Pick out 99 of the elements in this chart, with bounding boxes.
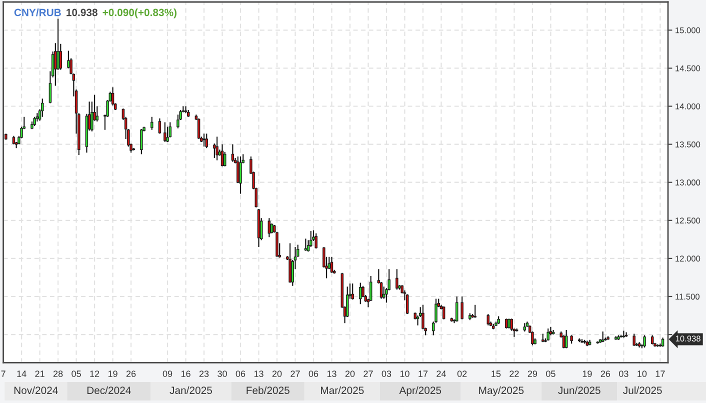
text: Apr/2025 [399, 386, 442, 396]
x-tick-label: 03 [619, 370, 628, 377]
x-tick-label: 28 [53, 370, 63, 377]
x-tick-label: 10 [638, 370, 647, 377]
y-tick-label: 15.000 [676, 27, 700, 34]
candlestick [624, 332, 628, 338]
x-tick-label: 14 [17, 370, 26, 377]
candlestick [216, 136, 218, 161]
x-tick-label: 02 [457, 370, 467, 377]
annotation: 10.938 [676, 336, 700, 342]
x-tick-label: 20 [272, 370, 282, 377]
x-tick-label: 17 [656, 370, 665, 377]
y-tick-label: 13.000 [676, 180, 700, 186]
candlestick [176, 114, 180, 129]
x-tick-label: 16 [181, 370, 190, 377]
x-tick-label: 09 [162, 370, 172, 377]
candlestick [270, 222, 274, 234]
candlestick [406, 294, 409, 315]
x-tick-label: 26 [126, 370, 136, 377]
candlestick [220, 144, 224, 167]
text: Jun/2025 [558, 386, 600, 394]
candlestick [239, 156, 242, 194]
x-tick-label: 27 [290, 370, 300, 377]
chart-title: CNY/RUB [14, 8, 61, 16]
text: May/2025 [479, 386, 524, 396]
candlestick [505, 318, 508, 330]
x-tick-label: 06 [308, 370, 318, 377]
x-tick-label: 19 [108, 370, 118, 377]
candlestick [166, 126, 169, 143]
candlestick [268, 218, 271, 238]
y-tick-label: 12.000 [676, 256, 700, 262]
y-tick-label: 11.500 [676, 294, 700, 300]
candlestick [474, 304, 476, 318]
candlestick [643, 334, 646, 348]
candlestick [508, 318, 510, 330]
candlestick [304, 238, 308, 252]
candlestick [158, 118, 162, 134]
candlestick [184, 106, 188, 114]
y-tick-label: 12.500 [676, 218, 700, 224]
y-tick-label: 13.500 [676, 142, 700, 148]
candlestick [205, 133, 208, 149]
candlestick [486, 313, 490, 326]
candlestick [382, 286, 386, 300]
candlestick [164, 122, 166, 143]
candlestick [455, 296, 458, 322]
x-tick-label: 27 [364, 370, 373, 377]
x-tick-label: 19 [582, 370, 592, 377]
x-tick-label: 03 [382, 370, 392, 377]
text: 10.938 +0.090(+0.83%) [66, 8, 176, 18]
x-tick-label: 05 [546, 370, 556, 377]
candlestick [41, 98, 44, 118]
text: Mar/2025 [321, 386, 364, 394]
candlestick [359, 282, 362, 305]
x-tick-label: 15 [492, 370, 501, 377]
candlestick [650, 334, 654, 345]
x-tick-label: 13 [254, 370, 264, 377]
candlestick [546, 328, 550, 342]
x-tick-label: 30 [218, 370, 227, 377]
x-tick-label: 7 [1, 370, 6, 377]
text: Jan/2025 [170, 386, 212, 394]
candlestick [288, 242, 292, 284]
x-tick-label: 22 [510, 370, 519, 377]
text: Nov/2024 [14, 386, 58, 394]
candlestick [150, 116, 154, 130]
x-tick-label: 12 [90, 370, 100, 377]
x-tick-label: 26 [600, 370, 610, 377]
candlestick [168, 122, 172, 138]
candlestick [601, 330, 604, 343]
x-tick-label: 21 [35, 370, 44, 377]
text: Dec/2024 [87, 386, 131, 394]
candlestick [632, 333, 636, 347]
x-tick-label: 29 [528, 370, 538, 377]
x-tick-label: 05 [72, 370, 81, 377]
text: Feb/2025 [246, 386, 290, 394]
x-tick-label: 24 [436, 370, 446, 377]
candlestick [369, 275, 372, 302]
x-tick-label: 06 [236, 370, 246, 377]
candlestick [396, 268, 398, 290]
candlestick [197, 118, 200, 140]
candlestick [314, 232, 318, 250]
candlestick [140, 128, 143, 155]
text: Jul/2025 [623, 386, 662, 394]
x-tick-label: 13 [327, 370, 336, 377]
candlestick [202, 133, 206, 148]
candlestick [351, 283, 354, 300]
x-tick-label: 23 [199, 370, 209, 377]
x-tick-label: 10 [400, 370, 410, 377]
x-tick-label: 17 [418, 370, 428, 377]
y-tick-label: 14.000 [676, 103, 700, 110]
candlestick [330, 256, 334, 274]
candlestick [111, 86, 114, 106]
x-tick-label: 20 [345, 370, 355, 377]
candlestick [33, 116, 36, 127]
candlestick [231, 144, 234, 162]
candlestick [310, 230, 312, 248]
candlestick [460, 296, 464, 320]
candlestick [564, 329, 568, 349]
candlestick [442, 306, 446, 320]
y-tick-label: 14.500 [676, 65, 700, 72]
